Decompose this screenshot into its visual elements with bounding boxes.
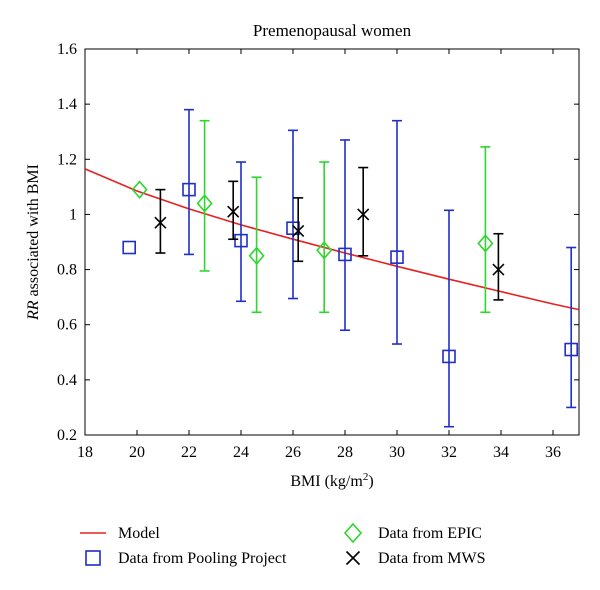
series-diamond <box>131 119 494 314</box>
y-tick-label: 1.2 <box>57 151 77 168</box>
series-square <box>122 108 579 428</box>
legend-item: Data from MWS <box>345 550 486 567</box>
data-point <box>248 246 265 266</box>
x-axis: 18 20 22 24 26 28 30 32 34 36 <box>77 49 561 461</box>
data-point <box>357 208 370 221</box>
x-tick-label: 26 <box>285 444 301 461</box>
y-axis-label-rest: associated with BMI <box>25 164 42 300</box>
legend-swatch-cross <box>345 550 361 566</box>
y-tick-label: 0.8 <box>57 262 77 279</box>
data-point <box>292 224 305 238</box>
data-point <box>182 182 196 197</box>
legend-item: Model <box>80 525 160 542</box>
x-tick-label: 20 <box>129 444 145 461</box>
data-point <box>154 216 167 229</box>
x-axis-label-main: BMI (kg/m <box>290 473 363 490</box>
x-tick-label: 28 <box>337 444 353 461</box>
data-point <box>122 240 136 255</box>
series-cross <box>154 166 505 301</box>
y-tick-label: 0.2 <box>57 427 77 444</box>
x-tick-label: 22 <box>181 444 197 461</box>
data-point <box>390 250 404 264</box>
legend-item: Data from Pooling Project <box>85 550 287 567</box>
legend-label: Data from EPIC <box>378 525 482 542</box>
data-point <box>131 180 148 199</box>
y-tick-label: 0.6 <box>57 317 77 334</box>
legend-label: Data from Pooling Project <box>118 550 287 567</box>
data-point <box>227 205 240 218</box>
data-point <box>477 234 494 253</box>
y-tick-label: 1.6 <box>57 41 77 58</box>
x-tick-label: 36 <box>545 444 561 461</box>
x-tick-label: 34 <box>493 444 509 461</box>
data-point <box>316 241 333 260</box>
plot-area <box>84 108 580 428</box>
x-axis-label: BMI (kg/m2) <box>290 471 373 490</box>
data-point <box>442 349 456 364</box>
x-tick-label: 32 <box>441 444 457 461</box>
data-point <box>196 194 213 213</box>
y-tick-label: 0.4 <box>57 372 77 389</box>
data-point <box>492 263 505 276</box>
x-axis-label-superscript: 2 <box>363 471 369 483</box>
legend-swatch-diamond <box>343 522 363 544</box>
x-tick-label: 24 <box>233 444 249 461</box>
plot-frame <box>84 48 580 436</box>
data-point <box>338 247 352 262</box>
y-axis-label: RR associated with BMI <box>25 164 42 321</box>
chart-title: Premenopausal women <box>253 21 412 40</box>
x-tick-label: 18 <box>77 444 93 461</box>
data-point <box>234 233 248 248</box>
x-axis-label-tail: ) <box>368 473 373 490</box>
legend-swatch-square <box>85 550 101 566</box>
y-axis: 0.2 0.4 0.6 0.8 1 1.2 1.4 1.6 <box>57 41 579 444</box>
y-tick-label: 1.4 <box>57 96 77 113</box>
data-point <box>564 342 579 357</box>
legend-label: Model <box>118 525 160 542</box>
legend-label: Data from MWS <box>378 550 486 567</box>
legend-item: Data from EPIC <box>343 522 482 544</box>
x-tick-label: 30 <box>389 444 405 461</box>
y-axis-label-italic: RR <box>25 300 42 321</box>
y-tick-label: 1 <box>69 206 77 223</box>
legend: Model Data from Pooling Project Data from … <box>80 522 486 567</box>
